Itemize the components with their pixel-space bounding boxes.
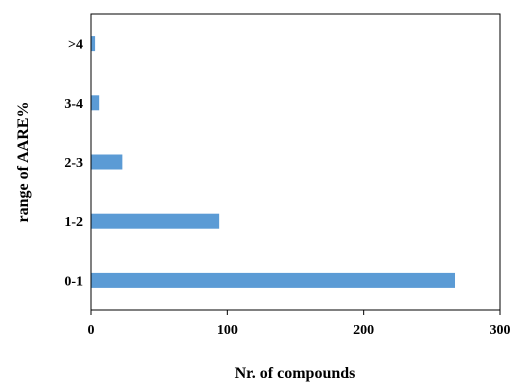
ticks-layer: 0-1 1-2 2-3 3-4 >4 0 100 200 300 <box>64 38 510 338</box>
y-axis-label: range of AARE% <box>15 102 32 223</box>
y-tick-label-4: >4 <box>68 38 83 53</box>
x-axis-label: Nr. of compounds <box>235 365 356 382</box>
bar-3 <box>91 95 100 111</box>
x-tick-label-3: 300 <box>490 323 511 338</box>
bar-4 <box>91 36 96 52</box>
y-tick-label-2: 2-3 <box>64 156 83 171</box>
plot-area-frame <box>90 13 501 311</box>
y-tick-label-1: 1-2 <box>64 215 83 230</box>
y-tick-label-3: 3-4 <box>64 97 83 112</box>
x-tick-label-1: 100 <box>217 323 238 338</box>
x-tick-label-0: 0 <box>88 323 95 338</box>
y-tick-label-0: 0-1 <box>64 274 83 289</box>
x-tick-label-2: 200 <box>353 323 374 338</box>
bar-1 <box>91 213 220 229</box>
bars-layer <box>91 36 456 288</box>
bar-2 <box>91 154 123 170</box>
bar-0 <box>91 272 456 288</box>
